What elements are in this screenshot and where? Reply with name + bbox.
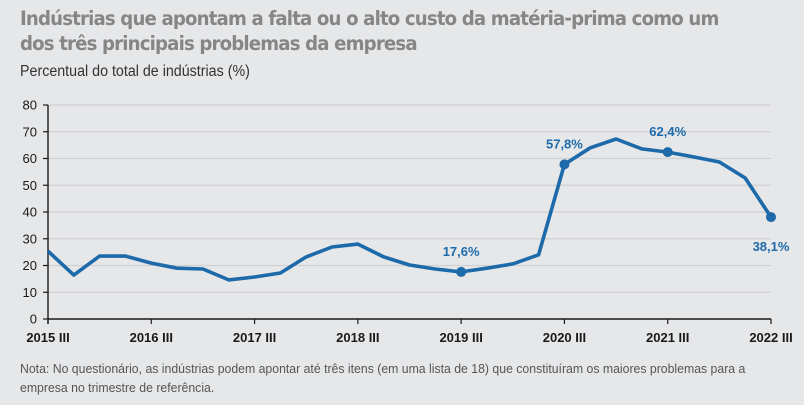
y-tick-label-60: 60 bbox=[23, 151, 37, 166]
y-tick-label-50: 50 bbox=[23, 178, 37, 193]
series-line bbox=[46, 137, 773, 282]
y-tick-label-40: 40 bbox=[23, 205, 37, 220]
data-label-28: 38,1% bbox=[753, 239, 790, 254]
x-tick-label-4: 2019 III bbox=[439, 330, 482, 345]
data-label-16: 17,6% bbox=[443, 244, 480, 259]
y-tick-label-20: 20 bbox=[23, 258, 37, 273]
series-line-path bbox=[46, 137, 773, 282]
highlight-marker-24 bbox=[662, 147, 673, 158]
x-tick-label-7: 2022 III bbox=[749, 330, 792, 345]
chart-subtitle: Percentual do total de indústrias (%) bbox=[20, 63, 250, 80]
data-label-24: 62,4% bbox=[649, 124, 686, 139]
y-axis: 0 10 20 30 40 50 60 70 80 bbox=[23, 98, 49, 327]
data-labels: 17,6% 57,8% 62,4% 38,1% bbox=[443, 124, 790, 277]
x-tick-label-6: 2021 III bbox=[646, 330, 689, 345]
y-tick-label-70: 70 bbox=[23, 124, 37, 139]
data-label-20: 57,8% bbox=[546, 136, 583, 151]
chart-note: Nota: No questionário, as indústrias pod… bbox=[20, 361, 746, 395]
highlight-marker-28 bbox=[766, 212, 776, 223]
x-tick-label-2: 2017 III bbox=[233, 330, 276, 345]
highlight-marker-16 bbox=[456, 266, 467, 277]
x-tick-label-0: 2015 III bbox=[26, 330, 69, 345]
y-tick-label-10: 10 bbox=[23, 285, 37, 300]
x-tick-label-3: 2018 III bbox=[336, 330, 379, 345]
x-tick-label-5: 2020 III bbox=[543, 330, 586, 345]
highlight-marker-20 bbox=[559, 159, 570, 170]
x-tick-label-1: 2016 III bbox=[130, 330, 173, 345]
y-tick-label-30: 30 bbox=[23, 231, 37, 246]
y-tick-label-80: 80 bbox=[23, 98, 37, 113]
y-tick-label-0: 0 bbox=[30, 312, 37, 327]
chart-title: Indústrias que apontam a falta ou o alto… bbox=[20, 7, 719, 55]
x-axis: 2015 III 2016 III 2017 III 2018 III 2019 III… bbox=[26, 318, 793, 345]
